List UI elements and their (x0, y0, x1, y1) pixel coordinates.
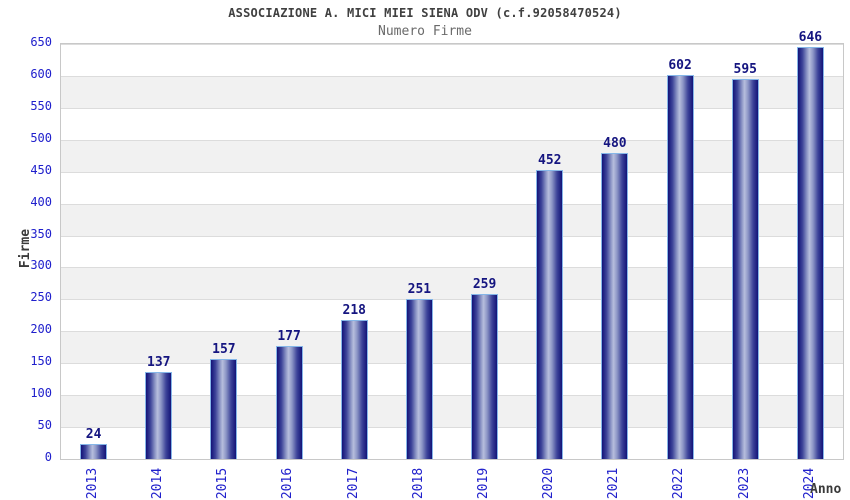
grid-band (61, 395, 843, 428)
x-tick-label-text: 2018 (410, 467, 426, 499)
bar-value-label: 137 (147, 354, 171, 370)
x-tick-label: 2017 (331, 461, 375, 500)
x-tick-label-text: 2017 (345, 467, 361, 499)
bar-value-label: 157 (212, 341, 236, 357)
x-tick-label-text: 2020 (541, 467, 557, 499)
bar-value-label: 24 (85, 426, 102, 442)
chart-title: ASSOCIAZIONE A. MICI MIEI SIENA ODV (c.f… (228, 6, 622, 20)
y-tick-label: 350 (30, 226, 52, 241)
bar-2015 (210, 358, 238, 459)
x-axis-label: Anno (810, 482, 842, 497)
x-tick-label: 2023 (722, 461, 766, 500)
x-tick-label-text: 2019 (476, 467, 492, 499)
y-tick-label: 150 (30, 354, 52, 369)
y-tick-label: 200 (30, 322, 52, 337)
y-tick-label: 0 (44, 450, 52, 464)
x-tick-label: 2015 (201, 461, 245, 500)
x-tick-label: 2022 (657, 461, 701, 500)
bar-value-label: 452 (538, 153, 562, 169)
x-tick-label: 2016 (266, 461, 310, 500)
grid-band (61, 331, 843, 364)
grid-band (61, 427, 843, 459)
x-tick-label-text: 2023 (736, 467, 752, 499)
chart-subtitle: Numero Firme (378, 24, 472, 39)
bar-2018 (405, 298, 433, 459)
x-tick-label: 2013 (71, 461, 115, 500)
x-tick-label-text: 2022 (671, 467, 687, 499)
x-tick-label: 2020 (527, 461, 571, 500)
bar-2021 (601, 152, 629, 459)
grid-band (61, 363, 843, 396)
x-tick-label: 2018 (396, 461, 440, 500)
bar-value-label: 259 (472, 276, 497, 292)
grid-band (61, 267, 843, 300)
bar-value-label: 595 (733, 62, 757, 78)
y-tick-label: 300 (30, 258, 52, 273)
plot-area: 24 137 157 177 218 251 259 452 480 602 595 646 (60, 30, 844, 460)
bar-value-label: 251 (407, 281, 432, 297)
bar-2022 (666, 74, 694, 459)
y-tick-label: 550 (30, 98, 52, 113)
grid-band (61, 75, 843, 108)
bar-2016 (275, 346, 303, 459)
x-tick-label-text: 2016 (280, 467, 296, 499)
bar-2019 (471, 293, 499, 459)
x-tick-label: 2021 (592, 461, 636, 500)
bar-2013 (80, 443, 108, 459)
grid-band (61, 107, 843, 140)
x-tick-label-text: 2021 (606, 467, 622, 499)
bar-2017 (340, 319, 368, 459)
x-tick-label-text: 2013 (85, 467, 101, 499)
x-tick-label-text: 2014 (150, 467, 166, 499)
y-tick-label: 250 (30, 290, 52, 305)
bar-2014 (145, 371, 173, 459)
grid-band (61, 299, 843, 332)
bar-value-label: 646 (798, 29, 823, 45)
bar-value-label: 480 (603, 135, 627, 151)
grid-band (61, 139, 843, 172)
x-tick-label: 2014 (136, 461, 180, 500)
bar-2023 (731, 79, 759, 459)
x-tick-label-text: 2015 (215, 467, 231, 499)
y-tick-label: 500 (30, 130, 52, 145)
y-tick-label: 100 (30, 386, 52, 401)
bar-value-label: 177 (277, 328, 301, 344)
bar-value-label: 218 (342, 302, 366, 318)
bar-2020 (536, 170, 564, 459)
y-tick-label: 50 (37, 418, 52, 433)
y-tick-label: 600 (30, 66, 52, 81)
y-tick-label: 650 (30, 35, 52, 49)
y-tick-label: 400 (30, 194, 52, 209)
grid-band (61, 44, 843, 76)
bar-value-label: 602 (668, 57, 692, 73)
grid-band (61, 203, 843, 236)
y-tick-label: 450 (30, 162, 52, 177)
bar-2024 (796, 46, 824, 459)
grid-band (61, 171, 843, 204)
grid-band (61, 235, 843, 268)
x-tick-label: 2019 (462, 461, 506, 500)
y-axis-label: Firme (12, 206, 40, 290)
